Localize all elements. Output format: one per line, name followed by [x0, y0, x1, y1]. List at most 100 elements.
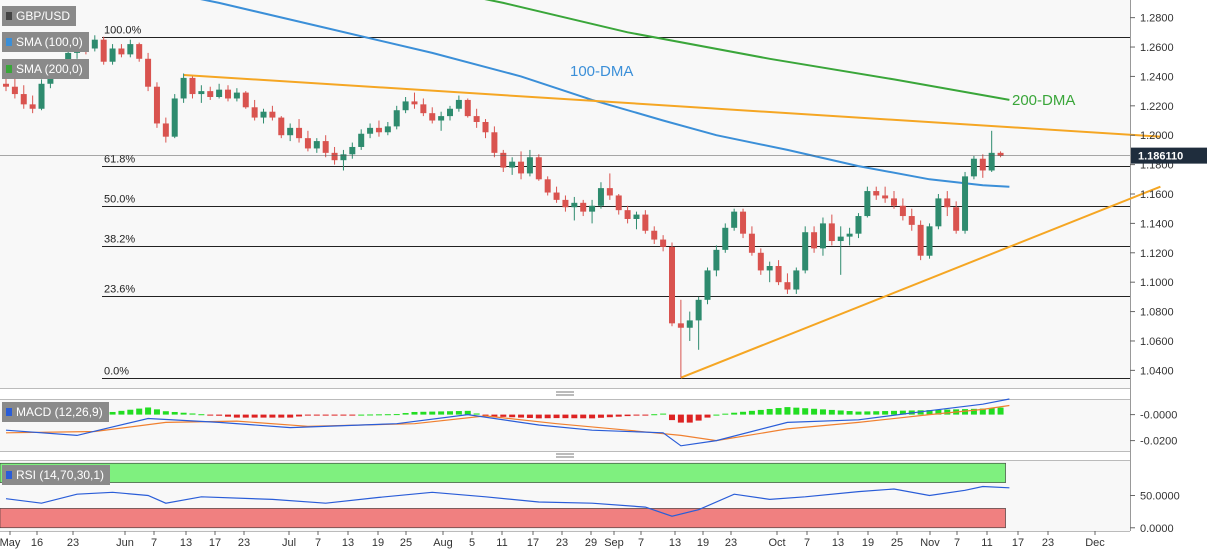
bearish-candle: [304, 130, 311, 152]
candle-body: [562, 199, 569, 208]
resize-handle[interactable]: [556, 453, 574, 458]
candle-body: [136, 44, 143, 59]
macd-histogram-bar: [438, 411, 445, 415]
candle-body: [979, 158, 986, 171]
candle-body: [802, 232, 809, 271]
macd-histogram-bar: [429, 411, 436, 415]
candle-body: [322, 141, 329, 153]
candle-body: [970, 158, 977, 177]
bearish-candle: [873, 186, 880, 200]
macd-histogram-bar: [979, 408, 986, 415]
bearish-candle: [775, 260, 782, 286]
date-tick-label: 13: [342, 537, 354, 549]
macd-histogram-bar: [784, 407, 791, 415]
macd-histogram-bar: [677, 414, 684, 423]
sma100-legend[interactable]: SMA (100,0): [2, 32, 89, 52]
macd-histogram-bar: [757, 409, 764, 415]
macd-histogram-bar: [837, 410, 844, 415]
bullish-candle: [793, 267, 800, 294]
candle-body: [997, 152, 1004, 156]
macd-histogram-bar: [562, 414, 569, 419]
symbol-label[interactable]: GBP/USD: [2, 6, 77, 26]
bearish-candle: [882, 186, 889, 203]
bullish-candle: [802, 226, 809, 274]
bullish-candle: [455, 95, 462, 112]
macd-histogram-bar: [988, 408, 995, 415]
candle-body: [473, 116, 480, 122]
fib-level-label: 23.6%: [104, 284, 135, 296]
rsi-legend[interactable]: RSI (14,70,30,1): [2, 465, 111, 485]
date-tick-label: 7: [804, 537, 810, 549]
support-trendline: [680, 185, 1161, 379]
bullish-candle: [935, 194, 942, 230]
resize-handle[interactable]: [556, 391, 574, 396]
macd-histogram-bar: [145, 407, 152, 415]
candle-body: [811, 232, 818, 249]
macd-histogram-bar: [740, 411, 747, 415]
bearish-candle: [420, 98, 427, 117]
date-tick-label: 23: [725, 537, 737, 549]
macd-histogram-bar: [926, 410, 933, 415]
bearish-candle: [606, 173, 613, 200]
sma200-color-icon: [6, 65, 12, 73]
candle-body: [331, 152, 338, 161]
candle-body: [438, 116, 445, 121]
candle-body: [864, 191, 871, 217]
macd-histogram-bar: [731, 412, 738, 415]
bearish-candle: [757, 248, 764, 275]
sma200-legend[interactable]: SMA (200,0): [2, 59, 89, 79]
candle-body: [624, 210, 631, 219]
macd-histogram-bar: [118, 410, 125, 415]
candle-body: [278, 117, 285, 136]
candle-body: [535, 157, 542, 180]
macd-histogram-bar: [580, 414, 587, 419]
bearish-candle: [544, 176, 551, 196]
candle-body: [660, 239, 667, 247]
bearish-candle: [411, 92, 418, 109]
bullish-candle: [633, 211, 640, 230]
macd-histogram-bar: [970, 408, 977, 415]
bearish-candle: [642, 210, 649, 234]
candle-body: [340, 154, 347, 161]
bearish-candle: [784, 273, 791, 294]
date-tick-label: 11: [496, 537, 507, 549]
macd-histogram-bar: [278, 414, 285, 418]
bearish-candle: [118, 44, 125, 58]
macd-histogram-bar: [828, 409, 835, 415]
date-tick-label: 19: [862, 537, 874, 549]
dma100-annotation: 100-DMA: [570, 63, 633, 80]
bearish-candle: [375, 120, 382, 137]
bullish-candle: [571, 196, 578, 221]
bearish-candle: [669, 242, 675, 327]
macd-histogram-bar: [526, 414, 533, 418]
bearish-candle: [553, 186, 560, 203]
candle-body: [615, 195, 622, 211]
fib-level-label: 0.0%: [104, 366, 129, 378]
candle-body: [695, 299, 702, 321]
macd-histogram-bar: [615, 414, 622, 417]
macd-histogram-bar: [216, 414, 223, 416]
date-tick-label: 13: [669, 537, 681, 549]
bullish-candle: [855, 213, 862, 239]
macd-legend[interactable]: MACD (12,26,9): [2, 402, 109, 422]
macd-histogram-bar: [189, 413, 196, 415]
candle-body: [784, 282, 791, 290]
bearish-candle: [189, 76, 196, 99]
macd-line: [5, 398, 1010, 447]
candle-body: [748, 233, 755, 253]
macd-histogram-bar: [704, 414, 711, 418]
candle-body: [242, 92, 249, 108]
candle-body: [553, 192, 560, 200]
candle-body: [509, 161, 516, 168]
bullish-candle: [970, 155, 977, 180]
candle-body: [819, 223, 826, 249]
current-price-label: 1.186110: [1138, 151, 1183, 163]
macd-histogram-bar: [375, 414, 382, 416]
date-tick-label: 23: [556, 537, 568, 549]
bullish-candle: [962, 171, 969, 234]
macd-histogram-bar: [891, 410, 897, 415]
bearish-candle: [482, 119, 489, 139]
macd-histogram-bar: [340, 414, 347, 416]
bearish-candle: [562, 195, 569, 212]
